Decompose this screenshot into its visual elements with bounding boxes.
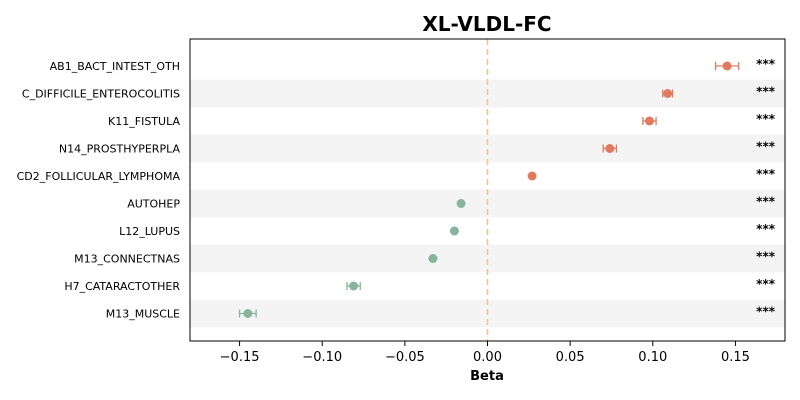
category-label: L12_LUPUS xyxy=(119,225,180,238)
significance-label: *** xyxy=(756,195,776,209)
significance-label: *** xyxy=(756,140,776,154)
significance-labels: *** *** *** *** *** *** *** *** *** *** xyxy=(756,57,776,319)
category-label: C_DIFFICILE_ENTEROCOLITIS xyxy=(22,88,180,101)
x-axis-label: Beta xyxy=(470,369,504,384)
beta-marker xyxy=(428,254,438,263)
x-tick-label: −0.10 xyxy=(302,350,342,365)
category-label: CD2_FOLLICULAR_LYMPHOMA xyxy=(17,170,181,183)
category-label: M13_CONNECTNAS xyxy=(74,253,180,266)
significance-label: *** xyxy=(756,305,776,319)
x-tick-label: −0.15 xyxy=(220,350,260,365)
beta-marker xyxy=(243,309,253,318)
x-axis-ticks: −0.15 −0.10 −0.05 0.00 0.05 0.10 0.15 xyxy=(220,341,750,365)
chart-title: XL-VLDL-FC xyxy=(422,12,551,36)
data-point xyxy=(456,199,466,208)
category-label: H7_CATARACTOTHER xyxy=(64,280,180,293)
data-point xyxy=(602,144,618,153)
data-point xyxy=(662,89,674,98)
significance-label: *** xyxy=(756,222,776,236)
beta-marker xyxy=(449,226,459,236)
category-label: K11_FISTULA xyxy=(108,115,180,128)
significance-label: *** xyxy=(756,250,776,264)
category-label: AUTOHEP xyxy=(127,198,180,211)
x-tick-label: −0.05 xyxy=(385,350,425,365)
data-point xyxy=(642,116,657,126)
beta-marker xyxy=(456,199,466,208)
data-points xyxy=(238,61,740,318)
significance-label: *** xyxy=(756,167,776,181)
data-point xyxy=(238,309,257,318)
row-band xyxy=(190,244,785,273)
category-labels: AB1_BACT_INTEST_OTH C_DIFFICILE_ENTEROCOL… xyxy=(17,60,181,321)
category-label: N14_PROSTHYPERPLA xyxy=(59,143,181,156)
data-point xyxy=(714,61,740,71)
beta-marker xyxy=(644,116,654,126)
data-point xyxy=(449,226,459,236)
significance-label: *** xyxy=(756,85,776,99)
beta-marker xyxy=(527,171,537,181)
x-tick-label: 0.10 xyxy=(638,350,667,365)
data-point xyxy=(346,281,361,291)
beta-marker xyxy=(663,89,673,98)
category-label: M13_MUSCLE xyxy=(106,308,180,321)
row-band xyxy=(190,134,785,163)
significance-label: *** xyxy=(756,57,776,71)
x-tick-label: 0.15 xyxy=(721,350,750,365)
significance-label: *** xyxy=(756,112,776,126)
data-point xyxy=(527,171,537,181)
category-label: AB1_BACT_INTEST_OTH xyxy=(50,60,180,73)
beta-marker xyxy=(605,144,615,153)
data-point xyxy=(428,254,438,263)
beta-marker xyxy=(349,281,359,291)
beta-marker xyxy=(722,61,732,71)
x-tick-label: 0.00 xyxy=(473,350,502,365)
x-tick-label: 0.05 xyxy=(556,350,585,365)
significance-label: *** xyxy=(756,277,776,291)
